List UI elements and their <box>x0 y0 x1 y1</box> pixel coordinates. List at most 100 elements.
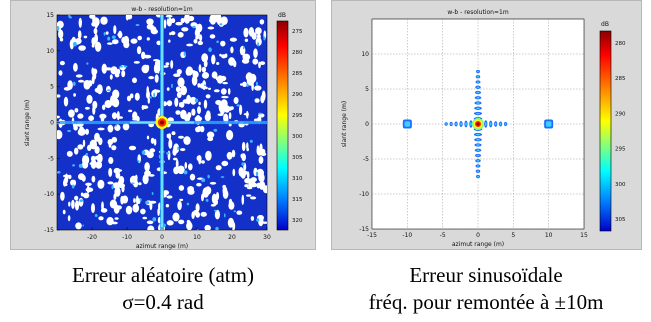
noise-speckle-cyan <box>114 124 118 127</box>
noise-speckle <box>105 31 109 35</box>
noise-speckle <box>85 106 90 110</box>
noise-speckle <box>137 35 142 41</box>
noise-speckle <box>244 184 249 188</box>
noise-speckle <box>181 27 189 32</box>
noise-speckle <box>168 39 171 43</box>
noise-speckle <box>83 81 91 90</box>
noise-speckle <box>63 96 69 107</box>
noise-speckle <box>176 69 182 75</box>
noise-speckle <box>244 38 249 42</box>
noise-speckle <box>146 18 154 25</box>
ghost-echo-core <box>545 121 552 127</box>
sidelobe-horizontal-core <box>450 122 452 126</box>
noise-speckle-cyan <box>111 184 114 190</box>
sidelobe-vertical-core <box>476 107 480 110</box>
noise-speckle <box>91 203 95 214</box>
noise-speckle <box>199 82 206 89</box>
colorbar-tick-label: 285 <box>615 76 626 82</box>
noise-speckle <box>179 102 182 108</box>
x-tick-label: 30 <box>263 234 271 241</box>
noise-speckle <box>110 95 115 106</box>
noise-speckle <box>186 43 194 47</box>
noise-speckle <box>146 220 154 225</box>
noise-speckle <box>80 128 84 135</box>
noise-speckle-cyan <box>107 36 111 41</box>
noise-speckle <box>224 53 228 58</box>
noise-speckle <box>111 112 118 120</box>
noise-speckle <box>60 191 65 201</box>
noise-speckle <box>71 199 75 209</box>
caption-right-line1: Erreur sinusoïdale <box>409 263 563 287</box>
noise-speckle-cyan <box>68 16 72 19</box>
noise-speckle-cyan <box>135 24 140 26</box>
noise-speckle-cyan <box>213 128 218 132</box>
noise-speckle <box>201 53 209 63</box>
axis-ticks-left: -20 -10 0 10 20 30 15 10 5 0 -5 -10 -15 <box>44 12 271 241</box>
x-tick-label: -10 <box>402 232 412 239</box>
noise-speckle <box>209 181 217 185</box>
peak-center <box>160 120 164 125</box>
noise-speckle <box>204 224 211 230</box>
noise-speckle-cyan <box>72 164 76 167</box>
noise-speckle <box>205 110 211 120</box>
noise-speckle <box>229 37 237 42</box>
noise-speckle <box>74 200 80 211</box>
noise-speckle-cyan <box>139 198 142 202</box>
noise-speckle <box>114 217 119 220</box>
noise-speckle-cyan <box>257 42 259 47</box>
noise-speckle <box>116 111 120 121</box>
noise-speckle <box>133 61 140 64</box>
noise-speckle <box>137 198 141 205</box>
noise-speckle <box>205 150 212 161</box>
noise-speckle <box>180 148 186 152</box>
noise-speckle <box>117 116 123 119</box>
sidelobe-horizontal-core <box>484 122 487 126</box>
plot-title-right: w-b - resolution=1m <box>447 9 508 16</box>
noise-speckle <box>221 95 229 99</box>
noise-speckle <box>217 113 224 116</box>
noise-speckle <box>194 28 200 38</box>
sidelobe-vertical-core <box>477 70 479 73</box>
noise-speckle <box>165 62 170 66</box>
noise-speckle <box>173 157 178 161</box>
noise-speckle <box>175 214 179 222</box>
noise-speckle <box>189 173 196 181</box>
noise-speckle <box>107 181 114 185</box>
noise-speckle-cyan <box>233 210 236 213</box>
noise-speckle <box>82 139 86 147</box>
psf-cross-right <box>402 69 554 179</box>
noise-speckle <box>101 201 104 211</box>
noise-speckle-cyan <box>167 16 170 20</box>
noise-speckle <box>201 160 205 164</box>
noise-speckle <box>192 70 199 79</box>
noise-speckle <box>149 200 153 211</box>
noise-speckle <box>229 219 233 223</box>
noise-speckle <box>220 40 226 47</box>
noise-speckle <box>255 27 262 35</box>
noise-speckle <box>166 87 170 91</box>
noise-speckle <box>104 100 112 108</box>
noise-speckle-cyan <box>236 104 240 107</box>
noise-speckle-cyan <box>255 171 259 177</box>
noise-speckle <box>89 139 98 150</box>
noise-speckle <box>201 66 207 73</box>
noise-speckle <box>57 20 64 29</box>
noise-speckle <box>123 41 130 49</box>
noise-speckle <box>195 36 200 40</box>
noise-speckle-cyan <box>57 171 61 174</box>
noise-speckle <box>174 97 179 107</box>
noise-speckle-cyan <box>123 65 128 68</box>
noise-speckle <box>178 135 184 139</box>
noise-speckle <box>92 100 98 109</box>
x-tick-label: -20 <box>87 234 97 241</box>
noise-speckle-cyan <box>86 62 89 65</box>
colorbar-tick-label: 300 <box>292 134 303 140</box>
noise-speckle <box>128 145 137 151</box>
y-tick-label: -5 <box>48 155 54 162</box>
colorbar-ticks-left: 275 280 285 290 295 300 305 310 315 320 <box>292 29 303 224</box>
noise-speckle <box>97 127 105 131</box>
colorbar-tick-label: 285 <box>292 71 303 77</box>
noise-speckle-cyan <box>183 170 188 175</box>
noise-speckle <box>197 40 203 46</box>
noise-speckle <box>142 216 148 220</box>
